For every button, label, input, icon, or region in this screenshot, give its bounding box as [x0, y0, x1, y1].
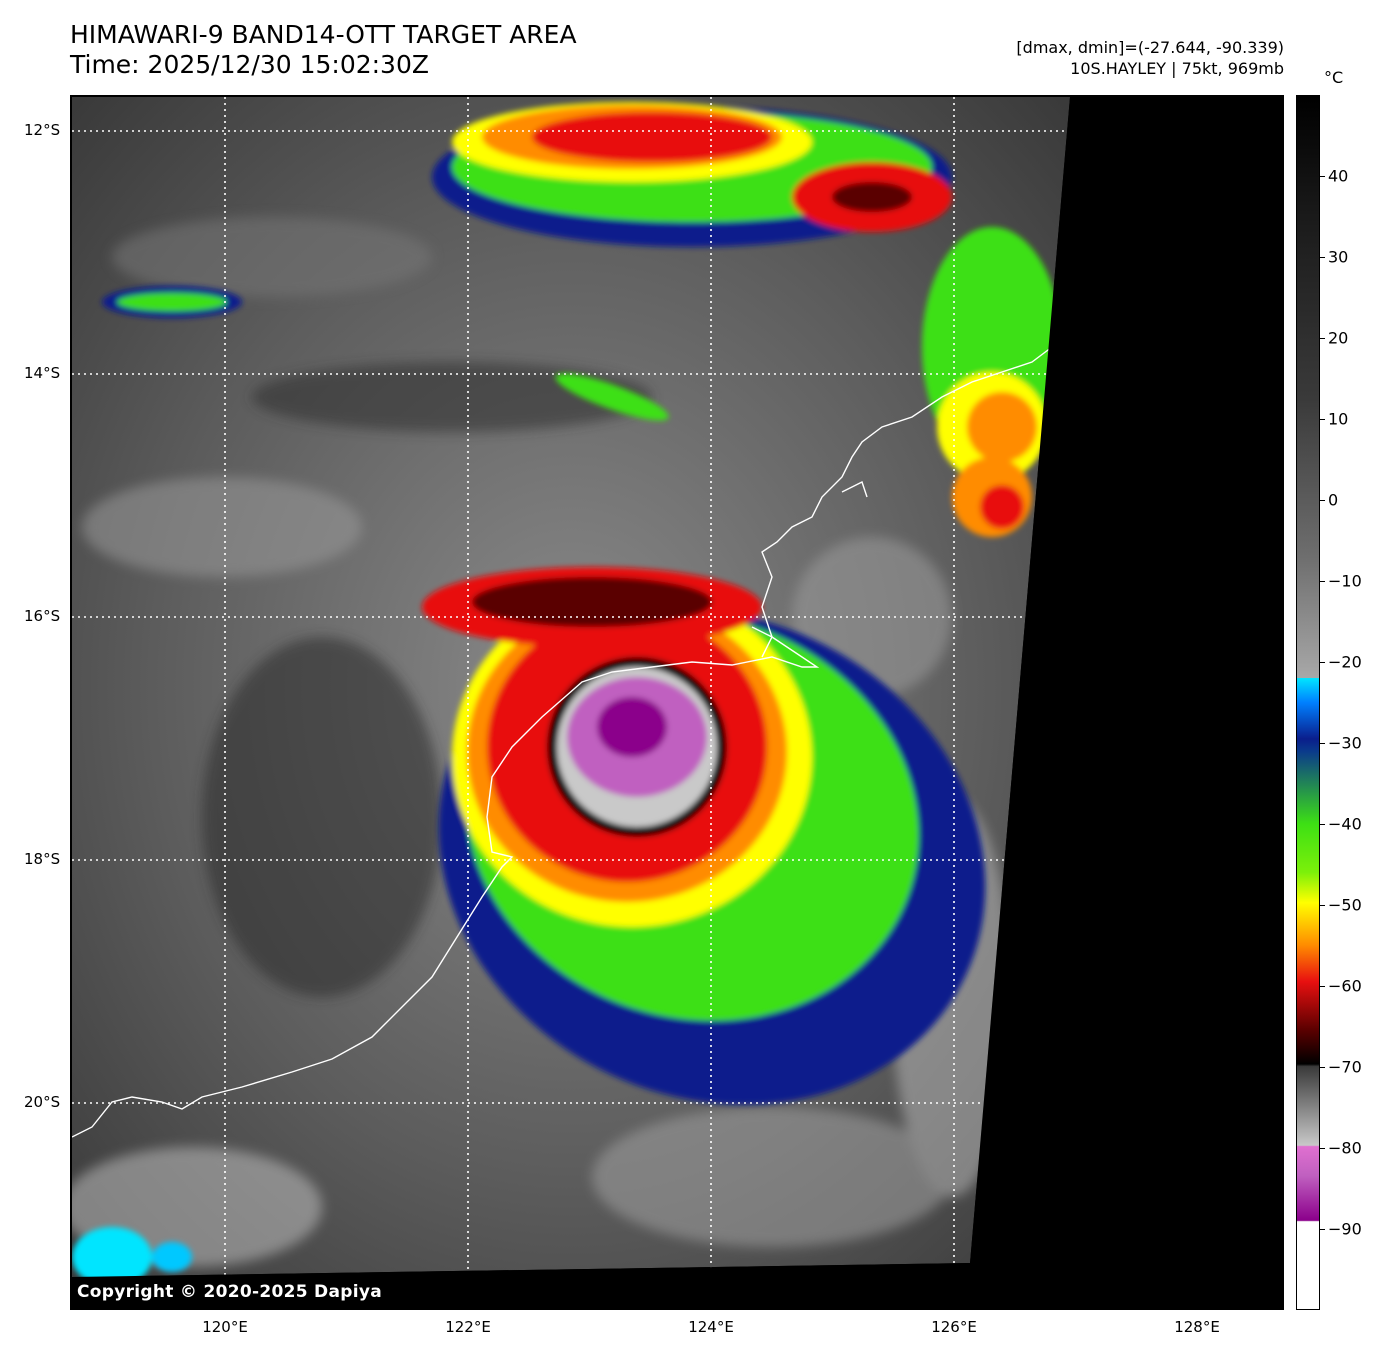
- colorbar-unit: °C: [1324, 68, 1344, 87]
- colorbar-tick-mark: [1320, 905, 1325, 906]
- copyright-text: Copyright © 2020-2025 Dapiya: [77, 1282, 382, 1302]
- lon-label-126e: 126°E: [931, 1318, 977, 1336]
- colorbar-tick-mark: [1320, 338, 1325, 339]
- colorbar-tick-mark: [1320, 500, 1325, 501]
- convection-north: [102, 102, 1062, 537]
- colorbar-tick-label: 0: [1328, 490, 1339, 510]
- colorbar-tick-label: 30: [1328, 247, 1349, 267]
- lat-label-14s: 14°S: [24, 364, 61, 382]
- lat-label-16s: 16°S: [24, 607, 61, 625]
- lon-label-122e: 122°E: [445, 1318, 491, 1336]
- lon-label-128e: 128°E: [1174, 1318, 1220, 1336]
- storm-info: [dmax, dmin]=(-27.644, -90.339) 10S.HAYL…: [1016, 37, 1284, 79]
- lat-label-20s: 20°S: [24, 1093, 61, 1111]
- chart-title: HIMAWARI-9 BAND14-OTT TARGET AREA Time: …: [70, 20, 577, 80]
- colorbar-tick-label: −80: [1328, 1138, 1362, 1158]
- colorbar-tick-label: −30: [1328, 733, 1362, 753]
- colorbar-tick-mark: [1320, 1067, 1325, 1068]
- colorbar-tick-label: −50: [1328, 895, 1362, 915]
- colorbar-tick-mark: [1320, 662, 1325, 663]
- colorbar-tick-mark: [1320, 743, 1325, 744]
- lat-label-18s: 18°S: [24, 850, 61, 868]
- storm-summary-text: 10S.HAYLEY | 75kt, 969mb: [1070, 59, 1284, 78]
- title-line-product: HIMAWARI-9 BAND14-OTT TARGET AREA: [70, 20, 577, 49]
- cyclone-hayley: [422, 567, 986, 1105]
- colorbar-tick-label: −10: [1328, 571, 1362, 591]
- colorbar-tick-mark: [1320, 1229, 1325, 1230]
- colorbar-tick-label: −60: [1328, 976, 1362, 996]
- satellite-imagery: [72, 97, 1282, 1308]
- title-line-time: Time: 2025/12/30 15:02:30Z: [70, 50, 429, 79]
- colorbar-tick-label: 20: [1328, 328, 1349, 348]
- colorbar-tick-mark: [1320, 176, 1325, 177]
- colorbar-tick-label: −90: [1328, 1219, 1362, 1239]
- colorbar-tick-mark: [1320, 1148, 1325, 1149]
- colorbar-tick-label: −70: [1328, 1057, 1362, 1077]
- colorbar-tick-mark: [1320, 986, 1325, 987]
- colorbar-tick-mark: [1320, 581, 1325, 582]
- data-range-text: [dmax, dmin]=(-27.644, -90.339): [1016, 38, 1284, 57]
- colorbar-tick-mark: [1320, 419, 1325, 420]
- lat-label-12s: 12°S: [24, 121, 61, 139]
- lon-label-124e: 124°E: [688, 1318, 734, 1336]
- colorbar-tick-mark: [1320, 257, 1325, 258]
- colorbar-tick-mark: [1320, 824, 1325, 825]
- lon-label-120e: 120°E: [202, 1318, 248, 1336]
- colorbar-tick-label: −20: [1328, 652, 1362, 672]
- colorbar-tick-label: 10: [1328, 409, 1349, 429]
- colorbar-tick-label: −40: [1328, 814, 1362, 834]
- satellite-image-map: Copyright © 2020-2025 Dapiya: [70, 95, 1284, 1310]
- no-data-region: [72, 97, 1282, 1308]
- colorbar-tick-label: 40: [1328, 166, 1349, 186]
- temperature-colorbar: [1296, 95, 1320, 1310]
- cold-cloud-sw: [72, 1227, 192, 1287]
